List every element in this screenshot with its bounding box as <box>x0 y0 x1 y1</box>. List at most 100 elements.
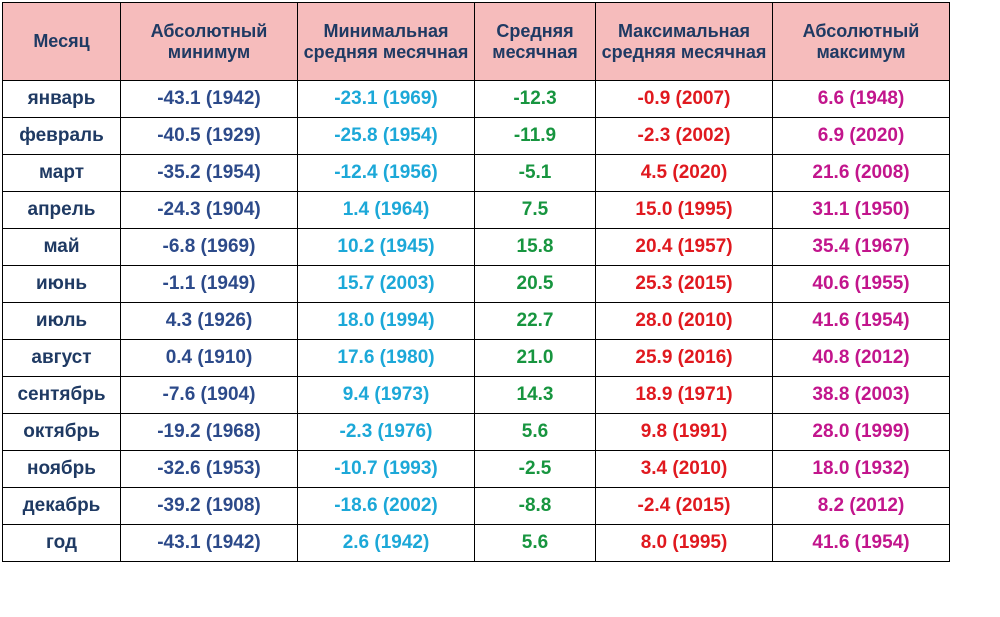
month-cell: апрель <box>2 191 121 229</box>
min-mean-cell: 17.6 (1980) <box>297 339 475 377</box>
month-cell: ноябрь <box>2 450 121 488</box>
max-mean-cell: 8.0 (1995) <box>595 524 773 562</box>
header-max-mean: Максимальная средняя месячная <box>595 2 773 81</box>
abs-max-cell: 41.6 (1954) <box>772 524 950 562</box>
table-row: май -6.8 (1969) 10.2 (1945) 15.8 20.4 (1957)… <box>2 228 950 266</box>
abs-min-cell: 0.4 (1910) <box>120 339 298 377</box>
table-row: февраль -40.5 (1929) -25.8 (1954) -11.9 -2.3… <box>2 117 950 155</box>
mean-cell: -12.3 <box>474 80 596 118</box>
table-body: январь -43.1 (1942) -23.1 (1969) -12.3 -0.9 … <box>2 80 950 562</box>
table-row: июнь -1.1 (1949) 15.7 (2003) 20.5 25.3 (2015… <box>2 265 950 303</box>
max-mean-cell: 25.9 (2016) <box>595 339 773 377</box>
month-cell: февраль <box>2 117 121 155</box>
abs-max-cell: 41.6 (1954) <box>772 302 950 340</box>
max-mean-cell: 20.4 (1957) <box>595 228 773 266</box>
mean-cell: -8.8 <box>474 487 596 525</box>
month-cell: май <box>2 228 121 266</box>
min-mean-cell: 10.2 (1945) <box>297 228 475 266</box>
climate-table: Месяц Абсолютный минимум Минимальная сре… <box>2 2 950 562</box>
min-mean-cell: -10.7 (1993) <box>297 450 475 488</box>
header-abs-max: Абсолютный максимум <box>772 2 950 81</box>
header-min-mean: Минимальная средняя месячная <box>297 2 475 81</box>
abs-max-cell: 6.6 (1948) <box>772 80 950 118</box>
abs-min-cell: -1.1 (1949) <box>120 265 298 303</box>
mean-cell: 5.6 <box>474 413 596 451</box>
abs-max-cell: 6.9 (2020) <box>772 117 950 155</box>
max-mean-cell: -2.3 (2002) <box>595 117 773 155</box>
abs-min-cell: -40.5 (1929) <box>120 117 298 155</box>
min-mean-cell: -23.1 (1969) <box>297 80 475 118</box>
min-mean-cell: -18.6 (2002) <box>297 487 475 525</box>
month-cell: август <box>2 339 121 377</box>
abs-max-cell: 40.6 (1955) <box>772 265 950 303</box>
table-row: август 0.4 (1910) 17.6 (1980) 21.0 25.9 (201… <box>2 339 950 377</box>
max-mean-cell: 4.5 (2020) <box>595 154 773 192</box>
abs-max-cell: 40.8 (2012) <box>772 339 950 377</box>
min-mean-cell: -12.4 (1956) <box>297 154 475 192</box>
mean-cell: 5.6 <box>474 524 596 562</box>
month-cell: июнь <box>2 265 121 303</box>
month-cell: октябрь <box>2 413 121 451</box>
min-mean-cell: 1.4 (1964) <box>297 191 475 229</box>
header-mean: Средняя месячная <box>474 2 596 81</box>
min-mean-cell: 9.4 (1973) <box>297 376 475 414</box>
mean-cell: 20.5 <box>474 265 596 303</box>
table-row: ноябрь -32.6 (1953) -10.7 (1993) -2.5 3.4 (2… <box>2 450 950 488</box>
max-mean-cell: 18.9 (1971) <box>595 376 773 414</box>
table-row: декабрь -39.2 (1908) -18.6 (2002) -8.8 -2.4 … <box>2 487 950 525</box>
min-mean-cell: 2.6 (1942) <box>297 524 475 562</box>
min-mean-cell: 18.0 (1994) <box>297 302 475 340</box>
table-row: апрель -24.3 (1904) 1.4 (1964) 7.5 15.0 (199… <box>2 191 950 229</box>
table-row: март -35.2 (1954) -12.4 (1956) -5.1 4.5 (202… <box>2 154 950 192</box>
abs-max-cell: 8.2 (2012) <box>772 487 950 525</box>
abs-min-cell: -32.6 (1953) <box>120 450 298 488</box>
table-row: октябрь -19.2 (1968) -2.3 (1976) 5.6 9.8 (19… <box>2 413 950 451</box>
abs-min-cell: -35.2 (1954) <box>120 154 298 192</box>
abs-min-cell: -19.2 (1968) <box>120 413 298 451</box>
table-row: год -43.1 (1942) 2.6 (1942) 5.6 8.0 (1995) 41… <box>2 524 950 562</box>
abs-min-cell: -39.2 (1908) <box>120 487 298 525</box>
table-row: сентябрь -7.6 (1904) 9.4 (1973) 14.3 18.9 (1… <box>2 376 950 414</box>
table-row: январь -43.1 (1942) -23.1 (1969) -12.3 -0.9 … <box>2 80 950 118</box>
abs-max-cell: 38.8 (2003) <box>772 376 950 414</box>
mean-cell: 14.3 <box>474 376 596 414</box>
table-header: Месяц Абсолютный минимум Минимальная сре… <box>2 2 950 81</box>
max-mean-cell: 25.3 (2015) <box>595 265 773 303</box>
month-cell: март <box>2 154 121 192</box>
month-cell: год <box>2 524 121 562</box>
month-cell: июль <box>2 302 121 340</box>
min-mean-cell: 15.7 (2003) <box>297 265 475 303</box>
abs-min-cell: -7.6 (1904) <box>120 376 298 414</box>
header-month: Месяц <box>2 2 121 81</box>
month-cell: декабрь <box>2 487 121 525</box>
mean-cell: -2.5 <box>474 450 596 488</box>
abs-max-cell: 18.0 (1932) <box>772 450 950 488</box>
mean-cell: 21.0 <box>474 339 596 377</box>
abs-max-cell: 21.6 (2008) <box>772 154 950 192</box>
abs-min-cell: -6.8 (1969) <box>120 228 298 266</box>
mean-cell: 7.5 <box>474 191 596 229</box>
month-cell: сентябрь <box>2 376 121 414</box>
abs-min-cell: 4.3 (1926) <box>120 302 298 340</box>
mean-cell: -11.9 <box>474 117 596 155</box>
max-mean-cell: -0.9 (2007) <box>595 80 773 118</box>
month-cell: январь <box>2 80 121 118</box>
abs-min-cell: -24.3 (1904) <box>120 191 298 229</box>
mean-cell: 22.7 <box>474 302 596 340</box>
min-mean-cell: -2.3 (1976) <box>297 413 475 451</box>
max-mean-cell: 3.4 (2010) <box>595 450 773 488</box>
max-mean-cell: 28.0 (2010) <box>595 302 773 340</box>
abs-max-cell: 28.0 (1999) <box>772 413 950 451</box>
abs-min-cell: -43.1 (1942) <box>120 80 298 118</box>
max-mean-cell: 9.8 (1991) <box>595 413 773 451</box>
header-row: Месяц Абсолютный минимум Минимальная сре… <box>2 2 950 81</box>
max-mean-cell: -2.4 (2015) <box>595 487 773 525</box>
abs-max-cell: 31.1 (1950) <box>772 191 950 229</box>
table-row: июль 4.3 (1926) 18.0 (1994) 22.7 28.0 (2010)… <box>2 302 950 340</box>
max-mean-cell: 15.0 (1995) <box>595 191 773 229</box>
abs-max-cell: 35.4 (1967) <box>772 228 950 266</box>
mean-cell: -5.1 <box>474 154 596 192</box>
min-mean-cell: -25.8 (1954) <box>297 117 475 155</box>
mean-cell: 15.8 <box>474 228 596 266</box>
header-abs-min: Абсолютный минимум <box>120 2 298 81</box>
